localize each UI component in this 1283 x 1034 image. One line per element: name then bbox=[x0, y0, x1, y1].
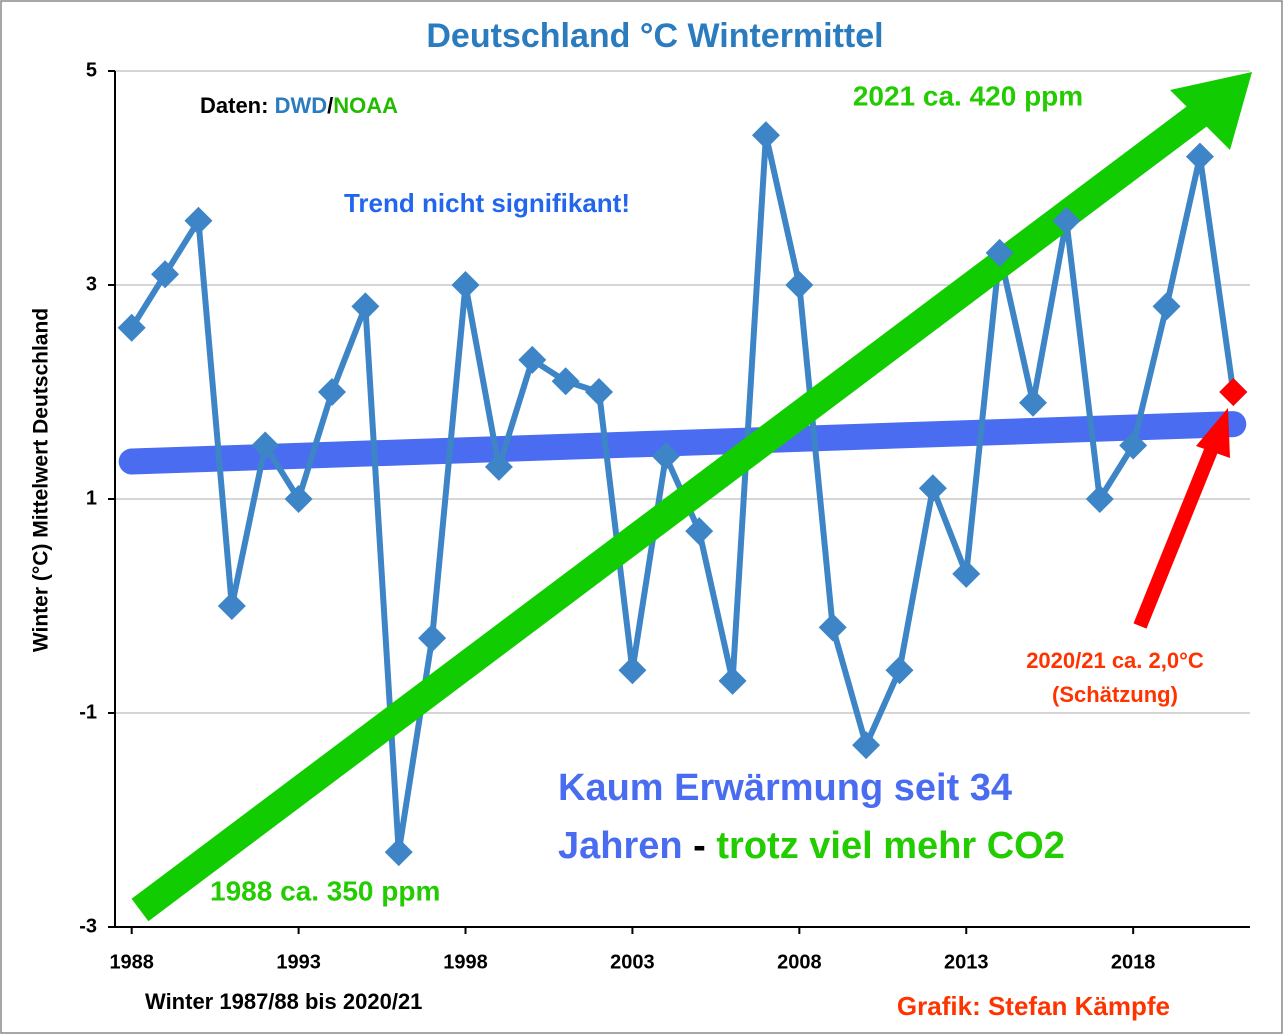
data-point bbox=[785, 271, 814, 299]
ticks-layer: -3 -1 1 3 5 1988 1993 1998 2003 2008 2013 2018 bbox=[79, 59, 1155, 973]
headline-dash: - bbox=[683, 825, 717, 867]
estimate-note: 2020/21 ca. 2,0°C bbox=[1026, 648, 1204, 673]
data-point bbox=[952, 559, 981, 588]
estimate-arrow-head bbox=[1196, 408, 1230, 458]
data-point bbox=[1185, 142, 1214, 171]
data-point bbox=[351, 292, 380, 321]
x-tick-label: 1998 bbox=[443, 951, 488, 973]
headline-green: trotz viel mehr CO2 bbox=[716, 825, 1064, 867]
estimate-arrow-shaft bbox=[1133, 445, 1219, 629]
y-tick-label: 3 bbox=[86, 273, 97, 295]
co2-arrow-head bbox=[1170, 72, 1252, 150]
data-point bbox=[217, 592, 246, 620]
data-point bbox=[251, 431, 280, 460]
data-point bbox=[384, 838, 413, 867]
marks-layer bbox=[117, 121, 1248, 867]
data-point bbox=[985, 238, 1014, 267]
co2-1988-note: 1988 ca. 350 ppm bbox=[210, 875, 440, 906]
estimate-arrow bbox=[1133, 408, 1230, 629]
data-point bbox=[918, 474, 947, 503]
data-point bbox=[751, 121, 780, 150]
data-point bbox=[184, 206, 213, 235]
x-tick-label: 2003 bbox=[610, 951, 655, 973]
headline: Jahren - trotz viel mehr CO2 bbox=[558, 825, 1065, 867]
data-point bbox=[685, 517, 714, 546]
data-point bbox=[818, 613, 847, 642]
headline: Kaum Erwärmung seit 34 bbox=[558, 767, 1012, 809]
x-tick-label: 2008 bbox=[777, 951, 822, 973]
data-point bbox=[418, 624, 447, 653]
data-point bbox=[1019, 388, 1048, 417]
trend-note: Trend nicht signifikant! bbox=[344, 188, 630, 218]
source-prefix: Daten: bbox=[200, 93, 275, 118]
y-axis-label: Winter (°C) Mittelwert Deutschland bbox=[30, 308, 53, 652]
data-point bbox=[1052, 206, 1081, 235]
estimate-note: (Schätzung) bbox=[1052, 682, 1178, 707]
headline-blue: Jahren bbox=[558, 825, 683, 867]
data-point bbox=[585, 378, 614, 406]
data-point bbox=[1085, 485, 1114, 513]
co2-arrow-shaft bbox=[131, 102, 1209, 922]
x-tick-label: 1993 bbox=[276, 951, 321, 973]
data-point bbox=[1219, 378, 1248, 406]
data-point bbox=[284, 485, 313, 513]
x-axis-label: Winter 1987/88 bis 2020/21 bbox=[145, 989, 422, 1014]
x-tick-label: 2013 bbox=[944, 951, 989, 973]
chart-title: Deutschland °C Wintermittel bbox=[426, 17, 883, 55]
data-point bbox=[518, 345, 547, 374]
y-tick-label: -3 bbox=[79, 915, 97, 937]
data-point bbox=[451, 271, 480, 299]
data-point bbox=[618, 656, 647, 685]
data-point bbox=[852, 731, 881, 760]
data-point bbox=[718, 666, 747, 695]
source-note: Daten: DWD/NOAA bbox=[200, 93, 398, 118]
co2-2021-note: 2021 ca. 420 ppm bbox=[853, 80, 1083, 111]
data-point bbox=[117, 313, 146, 342]
data-point bbox=[1152, 292, 1181, 321]
y-tick-label: -1 bbox=[79, 701, 97, 723]
data-point bbox=[484, 452, 513, 481]
data-point bbox=[885, 656, 914, 685]
x-tick-label: 1988 bbox=[109, 951, 154, 973]
data-point bbox=[651, 442, 680, 471]
y-tick-label: 1 bbox=[86, 487, 97, 509]
source-noaa: NOAA bbox=[333, 93, 398, 118]
y-tick-label: 5 bbox=[86, 59, 97, 81]
source-dwd: DWD bbox=[275, 93, 328, 118]
data-point bbox=[551, 367, 580, 396]
data-point bbox=[1119, 431, 1148, 460]
x-tick-label: 2018 bbox=[1111, 951, 1156, 973]
source-slash: / bbox=[327, 93, 333, 118]
data-point bbox=[317, 378, 346, 406]
data-point bbox=[151, 260, 180, 289]
credit: Grafik: Stefan Kämpfe bbox=[897, 991, 1170, 1021]
co2-arrow bbox=[131, 72, 1252, 922]
